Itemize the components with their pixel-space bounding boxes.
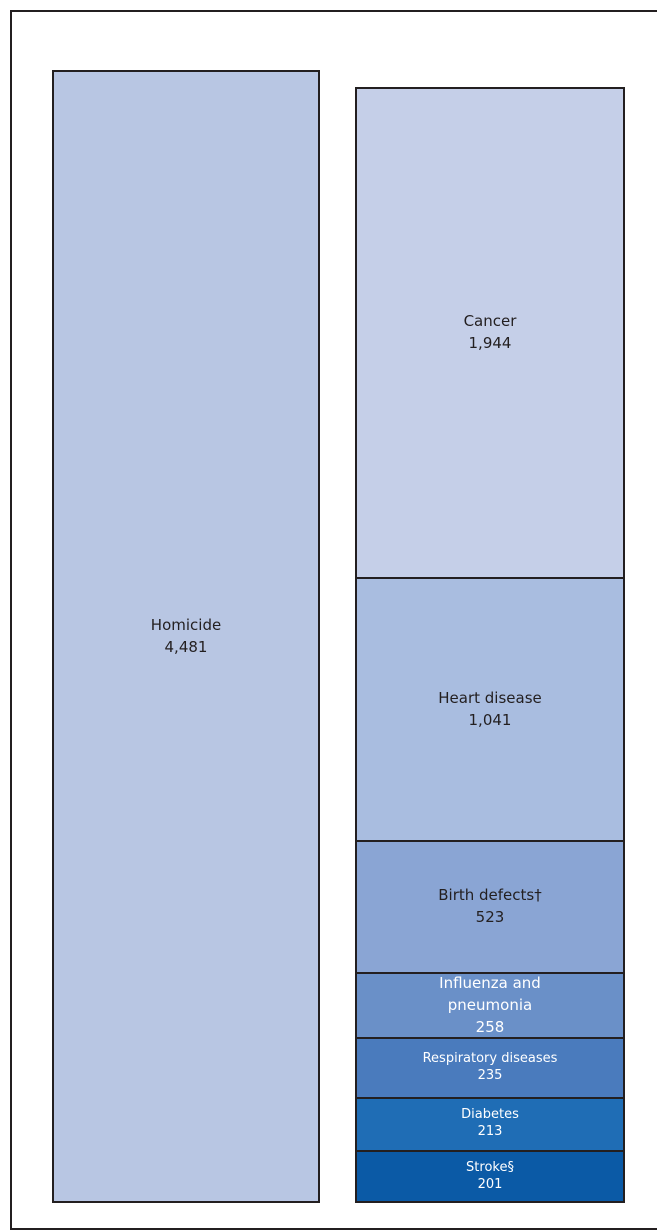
series-name: Diabetes [461, 1107, 519, 1123]
series-name: Respiratory diseases [422, 1050, 558, 1066]
segment-label: Homicide 4,481 [111, 614, 261, 658]
value-label: 1,041 [468, 710, 512, 729]
segment-label: Influenza and pneumonia 258 [415, 972, 565, 1038]
bar-segment [52, 70, 320, 1203]
bar-segment [355, 1037, 625, 1099]
segment-label: Respiratory diseases 235 [415, 1050, 565, 1084]
value-label: 213 [477, 1124, 503, 1140]
series-name: Stroke§ [466, 1159, 514, 1175]
series-name: Homicide [150, 615, 222, 634]
segment-label: Birth defects† 523 [415, 884, 565, 928]
bar-segment [355, 86, 625, 580]
series-name: Birth defects† [438, 886, 542, 905]
page: {"chart_data": {"type": "stacked_bar", "… [10, 10, 657, 1230]
series-name: Heart disease [438, 688, 542, 707]
bar-segment [355, 577, 625, 843]
series-name: Influenza and pneumonia [439, 973, 541, 1014]
series-name: Cancer [463, 311, 517, 330]
segment-label: Diabetes 213 [415, 1106, 565, 1140]
value-label: 235 [477, 1067, 503, 1083]
value-label: 201 [477, 1176, 503, 1192]
segment-label: Heart disease 1,041 [415, 687, 565, 731]
value-label: 1,944 [468, 333, 512, 352]
bar-segment [355, 840, 625, 975]
value-label: 4,481 [164, 637, 208, 656]
value-label: 523 [475, 908, 505, 927]
segment-label: Cancer 1,944 [415, 310, 565, 354]
value-label: 258 [475, 1017, 505, 1036]
segment-label: Stroke§ 201 [415, 1159, 565, 1193]
